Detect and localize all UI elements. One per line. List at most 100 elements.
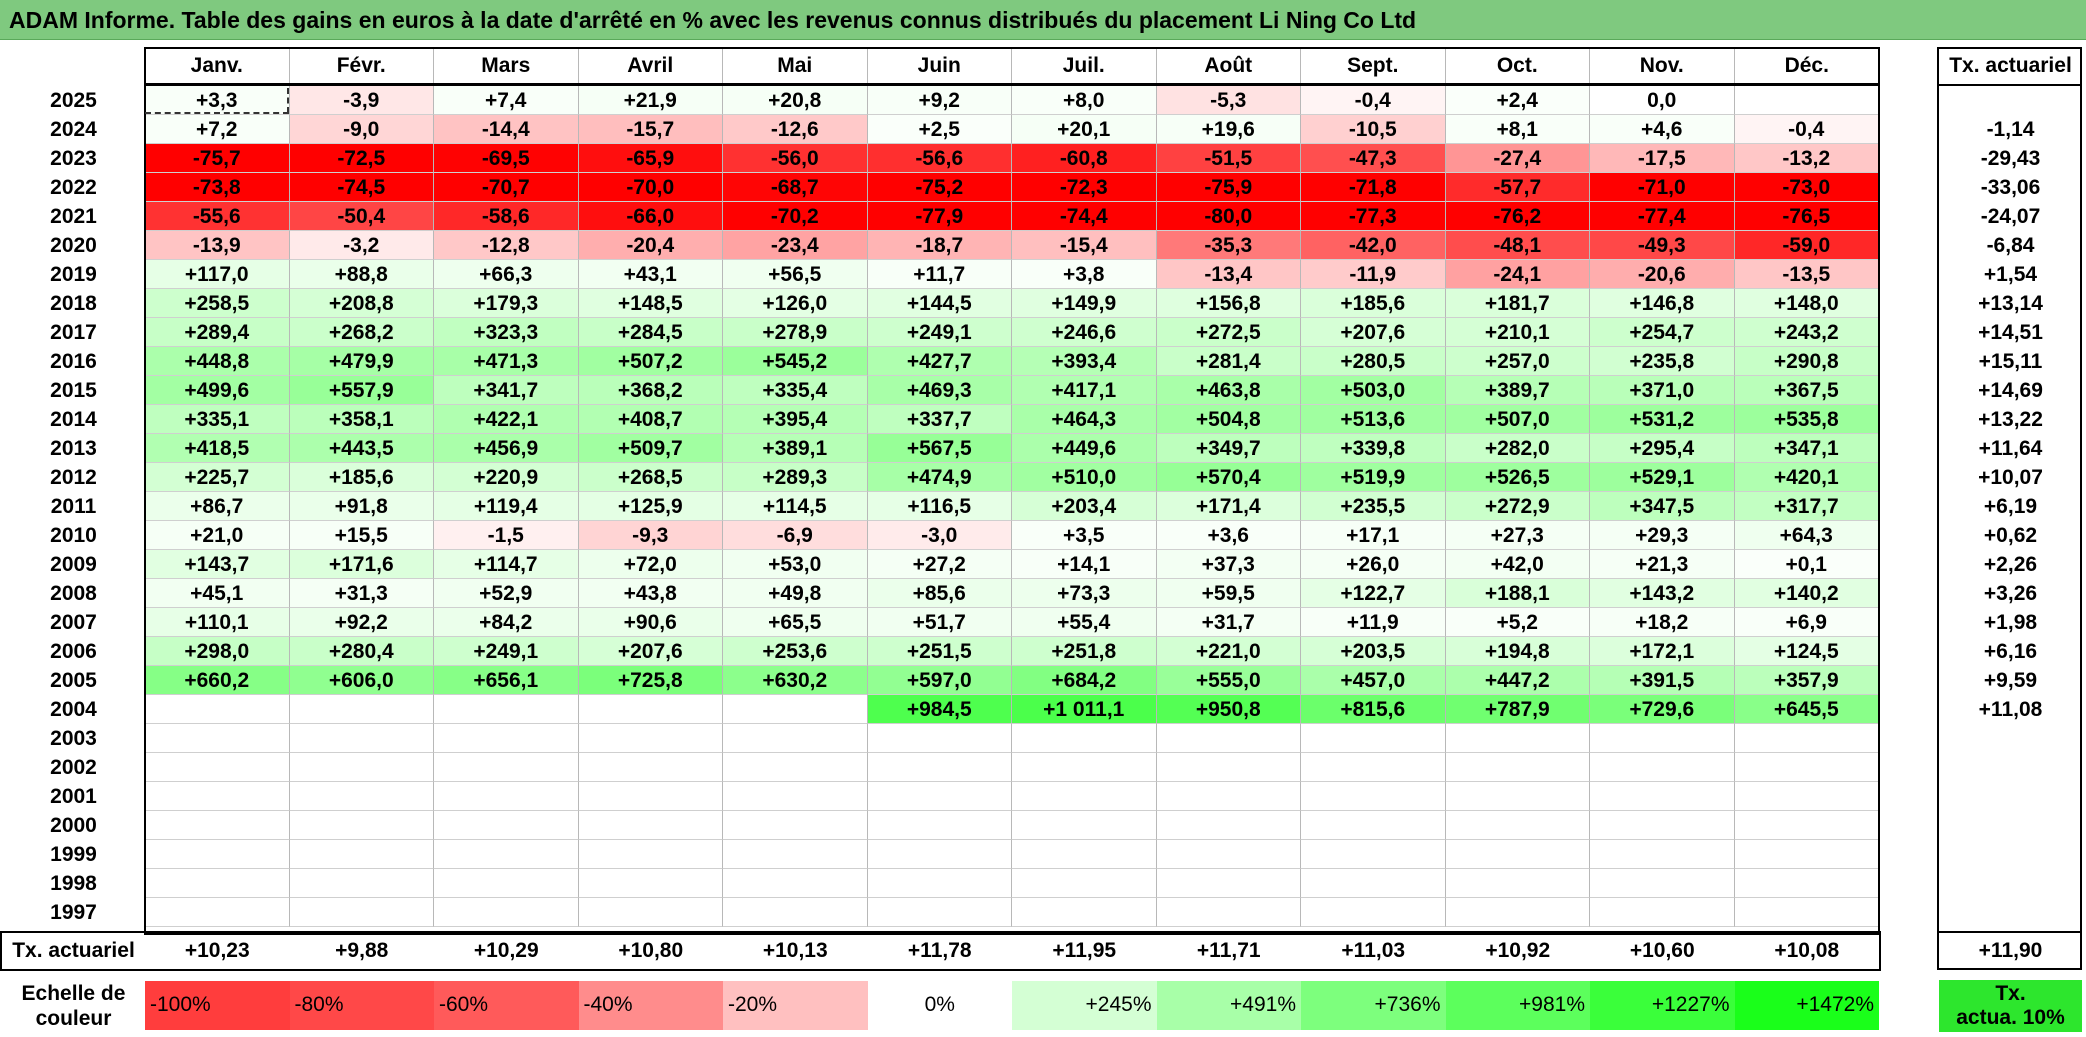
data-cell xyxy=(1445,869,1590,898)
data-cell: +645,5 xyxy=(1734,695,1879,724)
legend-box-line: Tx. xyxy=(1995,982,2026,1005)
data-cell: +171,4 xyxy=(1156,492,1301,521)
footer-value: +11,78 xyxy=(907,939,972,962)
data-cell xyxy=(1734,753,1879,782)
data-cell xyxy=(867,724,1012,753)
data-cell: +507,0 xyxy=(1445,405,1590,434)
data-cell xyxy=(1012,840,1157,869)
year-label: 2005 xyxy=(50,669,97,692)
data-cell: +64,3 xyxy=(1734,521,1879,550)
data-cell: +27,2 xyxy=(867,550,1012,579)
actuarial-value xyxy=(1939,753,2082,782)
data-cell xyxy=(1590,753,1735,782)
data-cell: +17,1 xyxy=(1301,521,1446,550)
data-cell: +9,2 xyxy=(867,86,1012,115)
data-cell xyxy=(1156,840,1301,869)
year-label: 2021 xyxy=(50,205,97,228)
data-cell: +148,5 xyxy=(578,289,723,318)
data-cell: -66,0 xyxy=(578,202,723,231)
data-cell: +84,2 xyxy=(434,608,579,637)
data-cell: -27,4 xyxy=(1445,144,1590,173)
data-cell xyxy=(1590,840,1735,869)
data-cell: +8,1 xyxy=(1445,115,1590,144)
data-cell xyxy=(1734,782,1879,811)
year-label: 1997 xyxy=(50,901,97,924)
data-cell: +114,7 xyxy=(434,550,579,579)
data-cell: +122,7 xyxy=(1301,579,1446,608)
data-cell xyxy=(1590,811,1735,840)
data-cell: +535,8 xyxy=(1734,405,1879,434)
data-cell: -77,4 xyxy=(1590,202,1735,231)
month-header: Juil. xyxy=(1012,48,1157,84)
data-cell xyxy=(1012,753,1157,782)
data-cell: -74,4 xyxy=(1012,202,1157,231)
month-header: Févr. xyxy=(290,48,434,84)
data-cell xyxy=(578,782,723,811)
data-cell: +278,9 xyxy=(723,318,868,347)
data-cell: +507,2 xyxy=(578,347,723,376)
data-cell xyxy=(578,869,723,898)
data-cell xyxy=(145,753,290,782)
data-cell: +235,8 xyxy=(1590,347,1735,376)
data-cell xyxy=(1156,898,1301,927)
data-cell: +257,0 xyxy=(1445,347,1590,376)
data-cell xyxy=(1156,869,1301,898)
data-cell: 0,0 xyxy=(1590,86,1735,115)
data-cell: +469,3 xyxy=(867,376,1012,405)
data-cell: -76,5 xyxy=(1734,202,1879,231)
data-cell xyxy=(434,782,579,811)
year-label: 2019 xyxy=(50,263,97,286)
data-cell: +5,2 xyxy=(1445,608,1590,637)
data-cell: -9,0 xyxy=(289,115,434,144)
data-cell: +45,1 xyxy=(145,579,290,608)
data-cell: +630,2 xyxy=(723,666,868,695)
data-cell: +3,5 xyxy=(1012,521,1157,550)
scale-swatch: +245% xyxy=(1012,981,1157,1030)
year-label: 1998 xyxy=(50,872,97,895)
data-cell: +526,5 xyxy=(1445,463,1590,492)
actuarial-value xyxy=(1939,811,2082,840)
data-cell xyxy=(1734,869,1879,898)
data-cell: -57,7 xyxy=(1445,173,1590,202)
data-cell: -1,5 xyxy=(434,521,579,550)
data-cell xyxy=(434,753,579,782)
actuarial-value xyxy=(1939,869,2082,898)
data-cell: -70,2 xyxy=(723,202,868,231)
data-cell: +7,2 xyxy=(145,115,290,144)
data-cell: +21,0 xyxy=(145,521,290,550)
data-cell: +272,9 xyxy=(1445,492,1590,521)
data-cell: -72,3 xyxy=(1012,173,1157,202)
data-cell xyxy=(145,782,290,811)
data-cell: +171,6 xyxy=(289,550,434,579)
data-cell: +606,0 xyxy=(289,666,434,695)
data-cell: +225,7 xyxy=(145,463,290,492)
data-cell xyxy=(1445,753,1590,782)
legend-box-line: actua. 10% xyxy=(1956,1006,2065,1029)
data-cell: +52,9 xyxy=(434,579,579,608)
data-cell: +787,9 xyxy=(1445,695,1590,724)
data-cell: +3,6 xyxy=(1156,521,1301,550)
data-cell: +417,1 xyxy=(1012,376,1157,405)
data-cell: -50,4 xyxy=(289,202,434,231)
data-cell: +729,6 xyxy=(1590,695,1735,724)
data-cell xyxy=(867,753,1012,782)
actuarial-value: +15,11 xyxy=(1978,350,2043,373)
data-cell: +249,1 xyxy=(867,318,1012,347)
data-cell xyxy=(1445,840,1590,869)
data-cell: -75,2 xyxy=(867,173,1012,202)
data-cell: +471,3 xyxy=(434,347,579,376)
data-cell: +950,8 xyxy=(1156,695,1301,724)
actuarial-value: +3,26 xyxy=(1983,582,2038,605)
data-cell xyxy=(723,782,868,811)
year-label: 2016 xyxy=(50,350,97,373)
data-cell: +357,9 xyxy=(1734,666,1879,695)
scale-swatch: 0% xyxy=(867,981,1012,1030)
data-cell: +59,5 xyxy=(1156,579,1301,608)
data-cell xyxy=(289,753,434,782)
year-label: 2010 xyxy=(50,524,97,547)
data-cell: +474,9 xyxy=(867,463,1012,492)
data-cell: +298,0 xyxy=(145,637,290,666)
data-cell xyxy=(1156,782,1301,811)
year-label: 2014 xyxy=(50,408,97,431)
data-cell: -0,4 xyxy=(1734,115,1879,144)
